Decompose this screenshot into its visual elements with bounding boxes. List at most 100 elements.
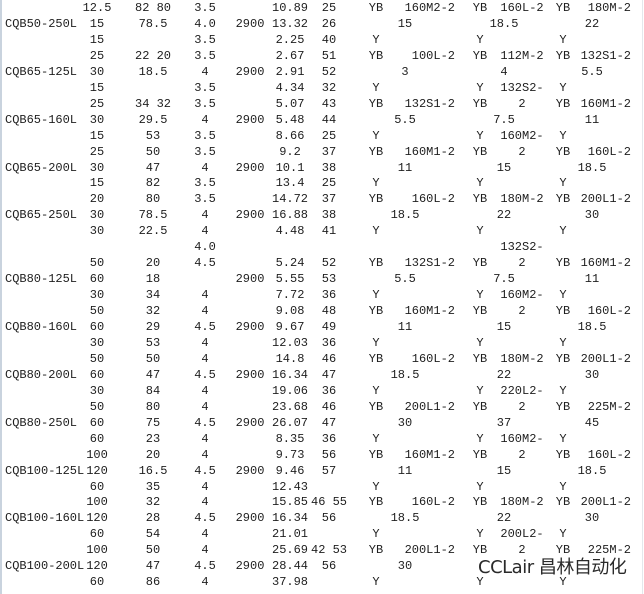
power-cell: 15.85 xyxy=(271,495,309,510)
motor1-type-cell: YB xyxy=(368,192,384,207)
motor-power-kw-cell: 22 xyxy=(496,511,512,526)
model-cell: CQB100-200L xyxy=(5,559,85,574)
table-row: CQB80-200L 60 47 4.5 2900 16.34 47 18.5 22 30 xyxy=(0,368,644,383)
motor3-type-cell: YB xyxy=(555,96,571,111)
efficiency-cell: 25 xyxy=(321,176,337,191)
motor2-cell: 180M-2 xyxy=(500,351,544,366)
motor-power-kw-cell: 18.5 xyxy=(390,208,420,223)
head-cell: 80 xyxy=(145,399,161,414)
motor1-type-cell: Y xyxy=(372,224,380,239)
power-cell: 5.55 xyxy=(275,272,305,287)
power-cell: 28.44 xyxy=(271,559,309,574)
npsh-cell: 3.5 xyxy=(194,32,216,47)
flow-cell: 60 xyxy=(89,415,105,430)
flow-cell: 30 xyxy=(89,335,105,350)
efficiency-cell: 25 xyxy=(321,128,337,143)
flow-cell: 25 xyxy=(89,96,105,111)
motor-power-kw-cell: 30 xyxy=(397,415,413,430)
power-cell: 9.2 xyxy=(279,144,301,159)
motor-power-kw-cell: 45 xyxy=(584,415,600,430)
head-cell: 47 xyxy=(145,367,161,382)
motor2-type-cell: YB xyxy=(472,495,488,510)
power-cell: 19.06 xyxy=(271,383,309,398)
speed-cell: 2900 xyxy=(235,415,265,430)
power-cell: 16.34 xyxy=(271,367,309,382)
flow-cell: 100 xyxy=(86,495,108,510)
head-cell: 82 xyxy=(145,176,161,191)
motor1-type-cell: Y xyxy=(372,479,380,494)
motor1-cell: 132S1-2 xyxy=(404,96,455,111)
motor2-cell: 180M-2 xyxy=(500,495,544,510)
table-row: 15 3.5 4.34 32 Y Y 132S2- Y xyxy=(0,81,644,96)
motor1-type-cell: YB xyxy=(368,48,384,63)
table-row: 60 86 4 37.98 Y Y Y xyxy=(0,575,644,590)
motor2-cell: 160M2- xyxy=(500,431,544,446)
speed-cell: 2900 xyxy=(235,559,265,574)
head-cell: 50 xyxy=(145,144,161,159)
power-cell: 4.34 xyxy=(275,80,305,95)
motor2-cell: 2 xyxy=(518,399,526,414)
motor2-type-cell: YB xyxy=(472,399,488,414)
power-cell: 16.88 xyxy=(271,208,309,223)
head-cell: 47 xyxy=(145,559,161,574)
motor3-type-cell: YB xyxy=(555,304,571,319)
power-cell: 16.34 xyxy=(271,511,309,526)
table-row: 25 22 20 3.5 2.67 51 YB 100L-2 YB 112M-2 YB 132S1-… xyxy=(0,49,644,64)
motor-power-kw-cell: 11 xyxy=(397,463,413,478)
motor-power-kw-cell: 15 xyxy=(496,463,512,478)
head-cell: 18.5 xyxy=(138,64,168,79)
head-cell: 20 xyxy=(145,256,161,271)
power-cell: 5.24 xyxy=(275,256,305,271)
speed-cell: 2900 xyxy=(235,160,265,175)
speed-cell: 2900 xyxy=(235,64,265,79)
right-border xyxy=(642,0,643,594)
table-row: 100 32 4 15.85 46 55 YB 160L-2 YB 180M-2 YB 200L1-… xyxy=(0,495,644,510)
power-cell: 2.91 xyxy=(275,64,305,79)
head-cell: 53 xyxy=(145,335,161,350)
motor2-cell: 160L-2 xyxy=(500,1,544,15)
motor1-type-cell: Y xyxy=(372,176,380,191)
motor1-cell: 100L-2 xyxy=(411,48,455,63)
motor2-cell: 160M2- xyxy=(500,128,544,143)
head-cell: 80 xyxy=(145,192,161,207)
npsh-cell: 4 xyxy=(201,479,209,494)
flow-cell: 120 xyxy=(86,559,108,574)
efficiency-cell: 47 xyxy=(321,367,337,382)
model-cell: CQB100-125L xyxy=(5,463,85,478)
head-cell: 50 xyxy=(145,543,161,558)
efficiency-cell: 36 xyxy=(321,335,337,350)
efficiency-cell: 46 55 xyxy=(310,495,348,510)
head-cell: 35 xyxy=(145,479,161,494)
head-cell: 28 xyxy=(145,511,161,526)
motor3-type-cell: Y xyxy=(559,224,567,239)
motor2-cell: 2 xyxy=(518,256,526,271)
motor1-type-cell: YB xyxy=(368,351,384,366)
power-cell: 25.69 xyxy=(271,543,309,558)
power-cell: 2.25 xyxy=(275,32,305,47)
motor2-type-cell: YB xyxy=(472,304,488,319)
npsh-cell: 4.5 xyxy=(194,415,216,430)
efficiency-cell: 26 xyxy=(321,16,337,31)
npsh-cell: 4 xyxy=(201,64,209,79)
npsh-cell: 4 xyxy=(201,447,209,462)
head-cell: 29.5 xyxy=(138,112,168,127)
flow-cell: 120 xyxy=(86,511,108,526)
npsh-cell: 4 xyxy=(201,383,209,398)
motor1-type-cell: YB xyxy=(368,304,384,319)
flow-cell: 50 xyxy=(89,304,105,319)
flow-cell: 20 xyxy=(89,192,105,207)
model-cell: CQB65-125L xyxy=(5,64,78,79)
head-cell: 75 xyxy=(145,415,161,430)
power-cell: 9.08 xyxy=(275,304,305,319)
table-row: 50 50 4 14.8 46 YB 160L-2 YB 180M-2 YB 200L1-2 xyxy=(0,352,644,367)
model-cell: CQB80-200L xyxy=(5,367,78,382)
motor1-type-cell: Y xyxy=(372,80,380,95)
motor-power-kw-cell: 11 xyxy=(397,160,413,175)
flow-cell: 50 xyxy=(89,399,105,414)
speed-cell: 2900 xyxy=(235,16,265,31)
motor2-type-cell: Y xyxy=(476,288,484,303)
power-cell: 13.4 xyxy=(275,176,305,191)
efficiency-cell: 41 xyxy=(321,224,337,239)
motor3-type-cell: YB xyxy=(555,48,571,63)
flow-cell: 50 xyxy=(89,256,105,271)
